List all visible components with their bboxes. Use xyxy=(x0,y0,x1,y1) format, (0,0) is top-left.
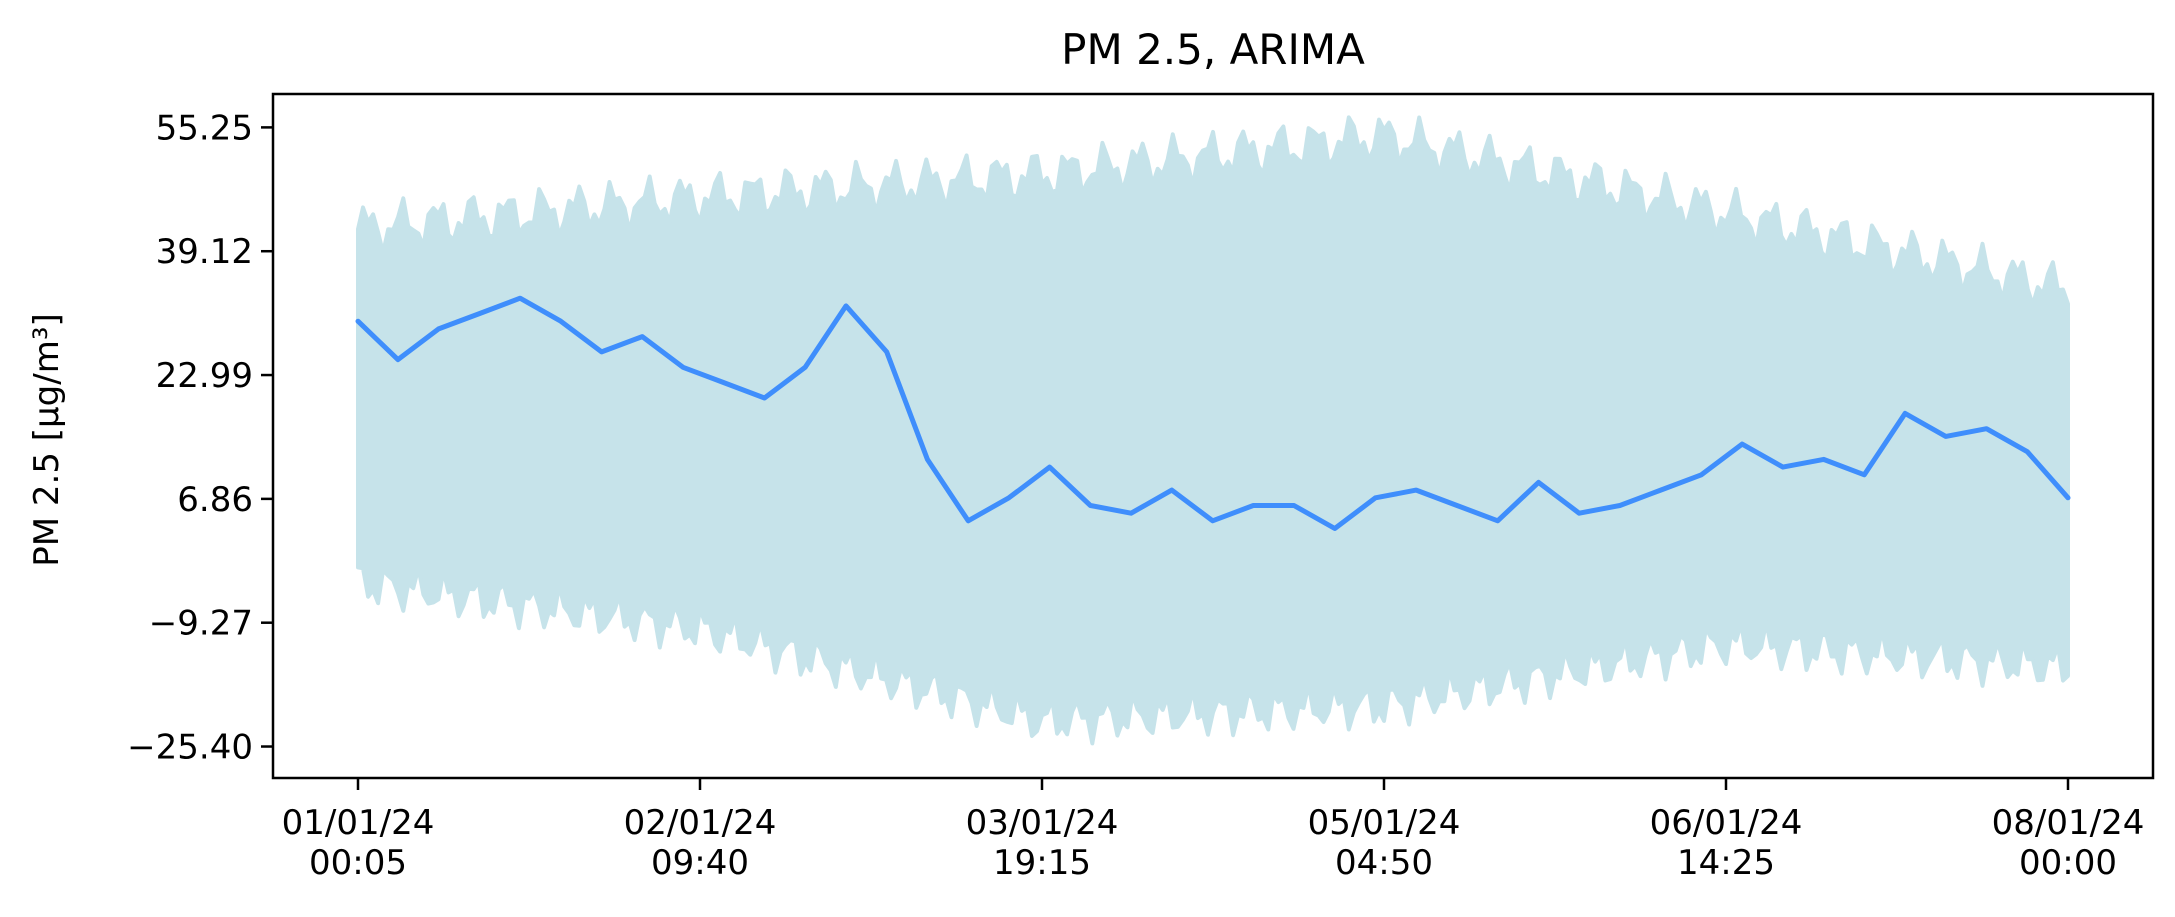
sample-paths-band xyxy=(356,115,2070,746)
y-tick-label: 39.12 xyxy=(156,232,253,272)
x-tick-label: 05/01/24 04:50 xyxy=(1308,803,1461,883)
plot-frame xyxy=(271,92,2155,780)
y-tick-label: −9.27 xyxy=(149,604,253,644)
x-tick-label: 02/01/24 09:40 xyxy=(624,803,777,883)
x-tick-label: 03/01/24 19:15 xyxy=(966,803,1119,883)
x-tick-label: 08/01/24 00:00 xyxy=(1992,803,2145,883)
y-tick-label: 6.86 xyxy=(177,480,253,520)
y-tick-label: 22.99 xyxy=(156,356,253,396)
y-tick-label: −25.40 xyxy=(127,728,253,768)
y-axis: 55.25 39.12 22.99 6.86 −9.27 −25.40 xyxy=(127,108,273,768)
observed-line-layer xyxy=(355,295,2071,531)
x-tick-label: 01/01/24 00:05 xyxy=(282,803,435,883)
x-axis: 01/01/24 00:05 02/01/24 09:40 03/01/24 19:15 0… xyxy=(282,778,2145,883)
y-axis-label: PM 2.5 [µg/m³] xyxy=(27,313,67,566)
chart-title: PM 2.5, ARIMA xyxy=(1061,25,1365,74)
x-tick-label: 06/01/24 14:25 xyxy=(1650,803,1803,883)
y-tick-label: 55.25 xyxy=(156,108,253,148)
sample-band-layer xyxy=(356,115,2070,746)
